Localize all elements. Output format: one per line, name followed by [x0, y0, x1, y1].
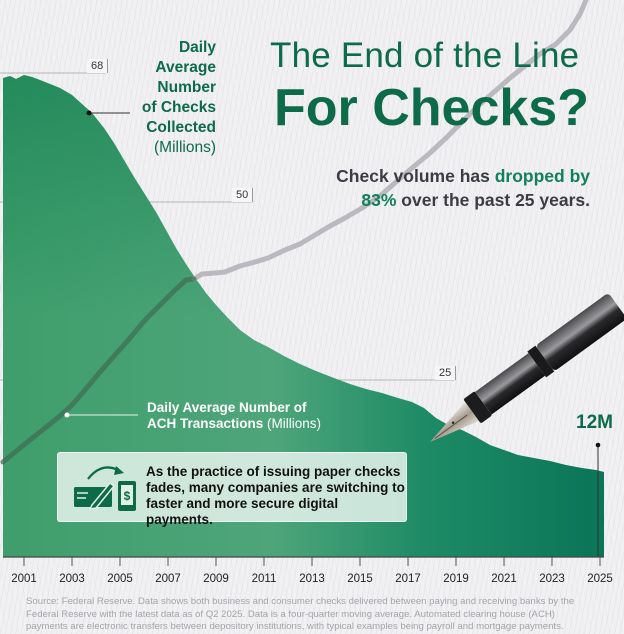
ach-line-gray: [191, 0, 589, 282]
x-tick-2007: 2007: [155, 573, 181, 585]
x-tick-2015: 2015: [347, 573, 373, 585]
x-tick-2025: 2025: [587, 573, 613, 585]
svg-text:$: $: [124, 489, 131, 503]
ref-label-25: 25: [435, 366, 457, 380]
ach-series-marker: [64, 412, 70, 418]
x-tick-2023: 2023: [539, 573, 565, 585]
x-tick-2011: 2011: [251, 573, 277, 585]
checks-series-marker: [86, 110, 92, 116]
subtitle: Check volume has dropped by 83% over the…: [336, 166, 590, 210]
x-tick-2009: 2009: [203, 573, 229, 585]
callout-text: As the practice of issuing paper checks …: [146, 464, 405, 527]
checks-series-label: Daily Average Number of Checks Collected…: [141, 39, 216, 156]
title-line-1: The End of the Line: [270, 36, 580, 75]
end-value-marker: [595, 442, 601, 448]
check-to-mobile-payment-icon: $: [74, 466, 136, 511]
x-tick-2017: 2017: [395, 573, 421, 585]
end-value-label: 12M: [576, 412, 613, 433]
x-axis-ticks: [23, 557, 601, 566]
x-tick-2001: 2001: [11, 573, 37, 585]
ach-line-on-area: [0, 276, 197, 465]
ref-label-50: 50: [232, 188, 254, 202]
ref-label-68: 68: [87, 59, 109, 73]
ach-series-label: Daily Average Number of ACH Transactions…: [147, 400, 322, 431]
title-line-2: For Checks?: [274, 79, 589, 137]
x-tick-2013: 2013: [299, 573, 325, 585]
callout-box: $ As the practice of issuing paper check…: [57, 452, 407, 527]
fountain-pen-illustration: [430, 294, 624, 442]
x-tick-2019: 2019: [443, 573, 469, 585]
x-tick-2003: 2003: [59, 573, 85, 585]
source-note: Source: Federal Reserve. Data shows both…: [26, 596, 575, 632]
x-tick-2021: 2021: [491, 573, 517, 585]
x-tick-2005: 2005: [107, 573, 133, 585]
